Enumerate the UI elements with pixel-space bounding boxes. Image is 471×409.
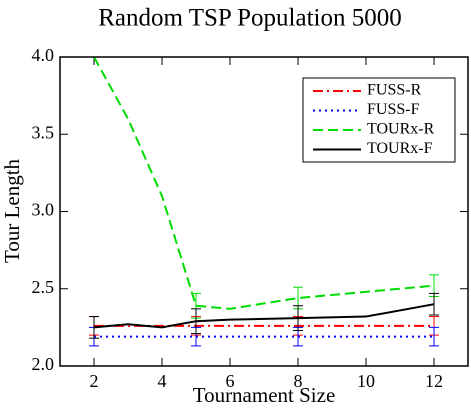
x-tick-label: 10 bbox=[357, 371, 375, 391]
y-tick-label: 3.0 bbox=[32, 200, 55, 220]
x-tick-label: 8 bbox=[294, 371, 303, 391]
x-tick-label: 4 bbox=[158, 371, 167, 391]
y-tick-label: 4.0 bbox=[32, 45, 55, 65]
x-tick-label: 2 bbox=[90, 371, 99, 391]
series-line bbox=[93, 303, 435, 329]
legend-label: FUSS-R bbox=[367, 82, 422, 99]
y-tick-label: 3.5 bbox=[32, 122, 55, 142]
series-line bbox=[93, 57, 435, 310]
y-tick-label: 2.0 bbox=[32, 354, 55, 374]
y-tick-label: 2.5 bbox=[32, 277, 55, 297]
y-axis-label: Tour Length bbox=[0, 158, 24, 263]
plot-frame bbox=[59, 56, 469, 367]
legend-label: TOURx-F bbox=[367, 140, 433, 157]
legend-label: TOURx-R bbox=[367, 121, 435, 138]
x-axis-label: Tournament Size bbox=[193, 383, 336, 407]
x-tick-label: 6 bbox=[226, 371, 235, 391]
x-tick-label: 12 bbox=[425, 371, 443, 391]
chart-title: Random TSP Population 5000 bbox=[98, 5, 402, 32]
legend-label: FUSS-F bbox=[367, 101, 420, 118]
